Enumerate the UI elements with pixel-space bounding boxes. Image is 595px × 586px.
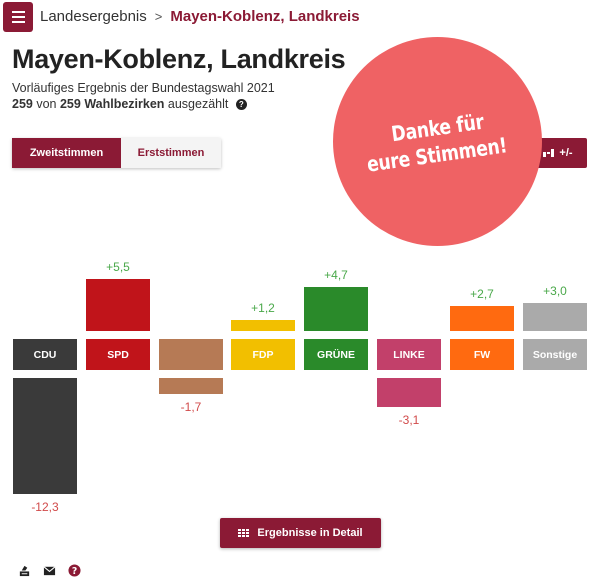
svg-text:?: ? (72, 566, 77, 577)
value-label-cdu: -12,3 (31, 500, 59, 514)
results-detail-button[interactable]: Ergebnisse in Detail (220, 518, 381, 548)
help-icon[interactable]: ? (68, 564, 81, 577)
help-icon[interactable]: ? (235, 99, 247, 111)
hamburger-icon-line (11, 21, 25, 23)
bar-spd (86, 279, 150, 331)
diff-toggle-label: +/- (559, 147, 573, 159)
party-label-fw: FW (450, 339, 514, 370)
party-label-grüne: GRÜNE (304, 339, 368, 370)
value-label-unnamed: -1,7 (180, 400, 202, 414)
bar-cdu (13, 378, 77, 494)
party-label-cdu: CDU (13, 339, 77, 370)
value-label-sonstige: +3,0 (543, 284, 567, 298)
party-label-spd: SPD (86, 339, 150, 370)
hamburger-icon-line (11, 11, 25, 13)
value-label-linke: -3,1 (398, 413, 420, 427)
envelope-icon[interactable] (43, 564, 56, 577)
counted-done: 259 (12, 97, 33, 111)
breadcrumb-current: Mayen-Koblenz, Landkreis (170, 8, 360, 25)
ballot-box-icon[interactable] (18, 564, 31, 577)
counted-status: 259 von 259 Wahlbezirken ausgezählt ? (12, 97, 247, 111)
party-label-fdp: FDP (231, 339, 295, 370)
bar-fdp (231, 320, 295, 331)
bar-grüne (304, 287, 368, 331)
bar-fw (450, 306, 514, 331)
vote-type-tabs: Zweitstimmen Erststimmen (12, 138, 221, 168)
breadcrumb: Landesergebnis > Mayen-Koblenz, Landkrei… (40, 8, 360, 25)
bar-chart-icon (543, 149, 555, 157)
party-label-sonstige: Sonstige (523, 339, 587, 370)
counted-of: von (36, 97, 57, 111)
party-label-unnamed (159, 339, 223, 370)
hamburger-menu-button[interactable] (3, 2, 33, 32)
top-bar: Landesergebnis > Mayen-Koblenz, Landkrei… (0, 0, 595, 36)
bar-linke (377, 378, 441, 407)
chevron-right-icon: > (154, 9, 163, 24)
footer-icons: ? (18, 564, 81, 577)
value-label-fdp: +1,2 (251, 301, 275, 315)
party-label-linke: LINKE (377, 339, 441, 370)
breadcrumb-root-link[interactable]: Landesergebnis (40, 8, 147, 25)
counted-total: 259 Wahlbezirken (59, 97, 165, 111)
counted-suffix: ausgezählt (167, 97, 229, 111)
value-label-fw: +2,7 (470, 287, 494, 301)
page-title: Mayen-Koblenz, Landkreis (12, 44, 346, 74)
thank-you-badge: Danke für eure Stimmen! (333, 37, 542, 246)
bar-sonstige (523, 303, 587, 331)
hamburger-icon-line (11, 16, 25, 18)
value-label-grüne: +4,7 (324, 268, 348, 282)
table-icon (238, 529, 250, 537)
tab-erststimmen[interactable]: Erststimmen (121, 138, 221, 168)
results-detail-label: Ergebnisse in Detail (257, 527, 363, 539)
tab-zweitstimmen[interactable]: Zweitstimmen (12, 138, 121, 168)
bar-unnamed (159, 378, 223, 394)
page-subtitle: Vorläufiges Ergebnis der Bundestagswahl … (12, 81, 275, 95)
value-label-spd: +5,5 (106, 260, 130, 274)
